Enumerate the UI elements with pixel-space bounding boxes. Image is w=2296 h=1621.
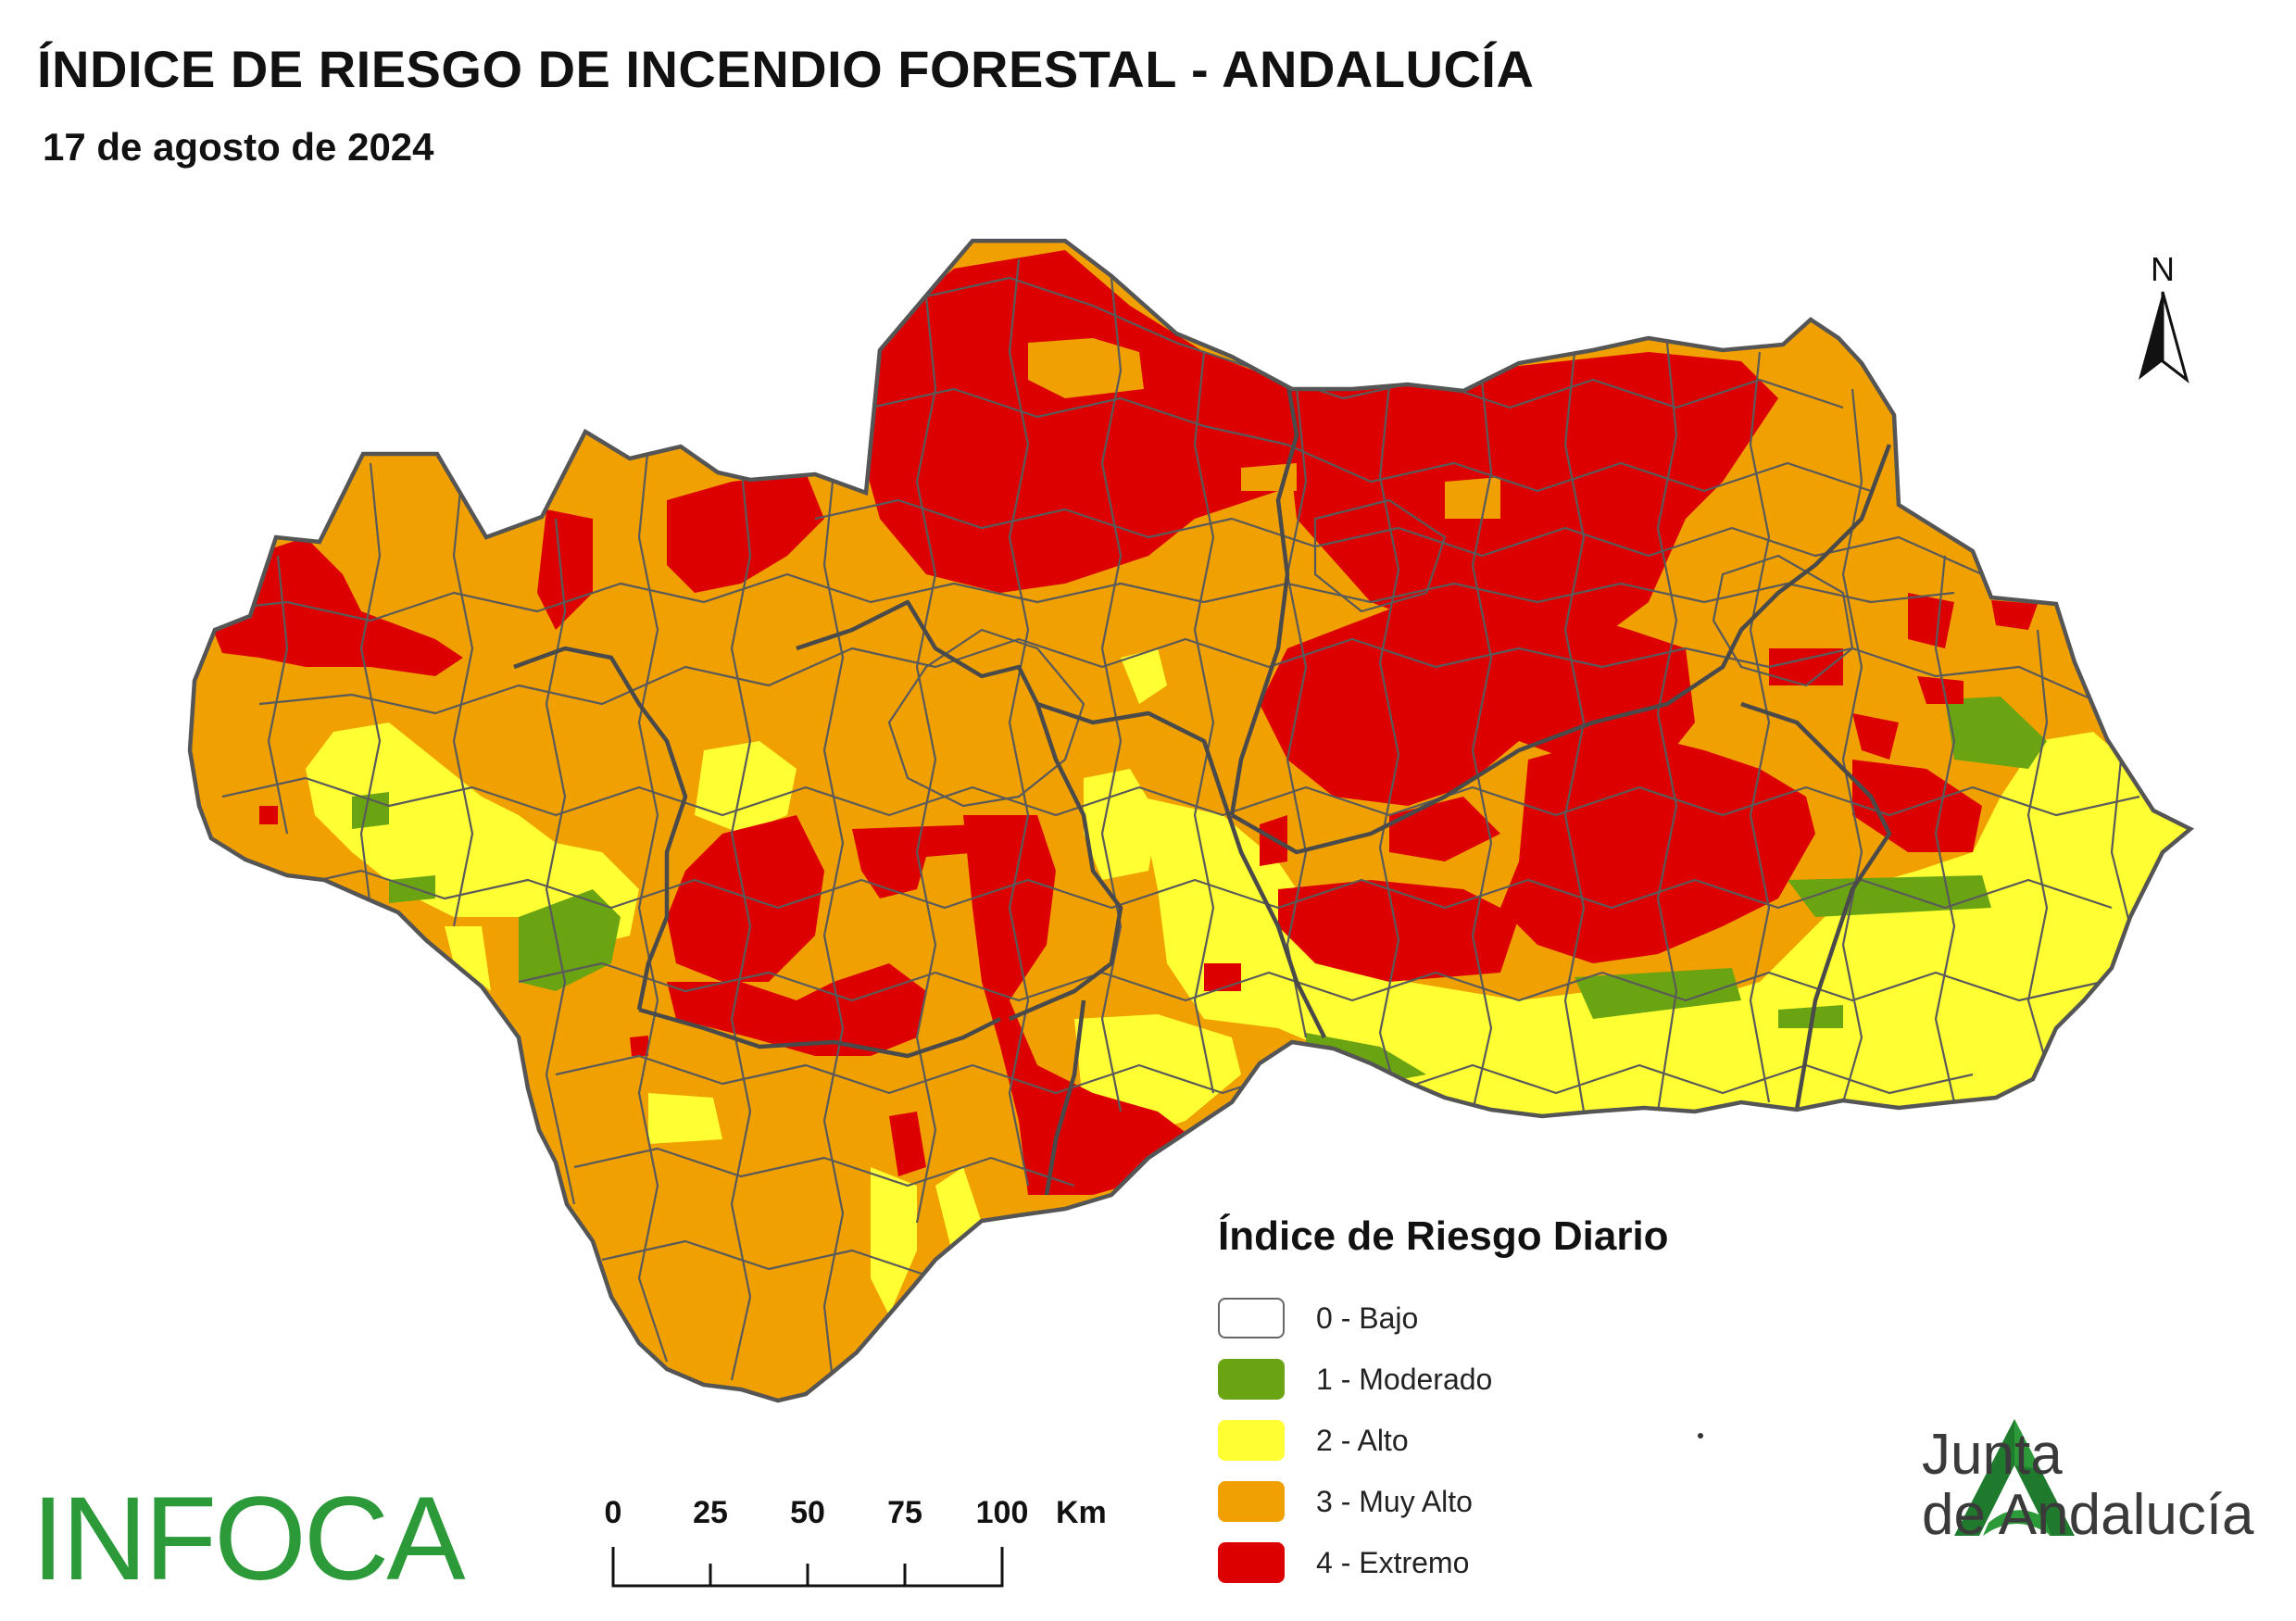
north-arrow-right-half — [2161, 291, 2189, 383]
provincial-boundaries — [513, 379, 1892, 1196]
junta-andalucia-logo — [1954, 1419, 2075, 1536]
legend-label: 4 - Extremo — [1316, 1545, 1470, 1579]
legend-title: Índice de Riesgo Diario — [1218, 1213, 1669, 1259]
legend-swatch-alto — [1218, 1420, 1285, 1461]
legend-swatch-extremo — [1218, 1542, 1285, 1583]
scale-tick-0: 0 — [605, 1495, 622, 1530]
junta-logo-swoosh — [1983, 1510, 2051, 1536]
scale-tick-75: 75 — [887, 1495, 922, 1530]
legend-swatch-muy-alto — [1218, 1481, 1285, 1522]
junta-logo-mark — [1954, 1419, 2075, 1536]
scale-unit: Km — [1056, 1495, 1107, 1530]
legend-item-moderado: 1 - Moderado — [1218, 1349, 1792, 1410]
scale-tick-50: 50 — [790, 1495, 825, 1530]
north-arrow: N — [2139, 250, 2189, 383]
legend-label: 0 - Bajo — [1316, 1301, 1419, 1335]
scale-bar: 0 25 50 75 100 Km — [605, 1495, 1107, 1588]
legend-item-bajo: 0 - Bajo — [1218, 1288, 1792, 1349]
north-letter: N — [2151, 250, 2175, 288]
legend-label: 1 - Moderado — [1316, 1362, 1493, 1396]
legend-swatch-bajo — [1218, 1298, 1285, 1338]
legend-item-alto: 2 - Alto — [1218, 1410, 1792, 1471]
junta-logo-line2: de Andalucía — [1922, 1483, 2254, 1548]
scale-tick-25: 25 — [693, 1495, 728, 1530]
north-arrow-left-half — [2139, 292, 2163, 380]
map-dot — [1698, 1433, 1703, 1439]
legend-label: 3 - Muy Alto — [1316, 1484, 1473, 1518]
infoca-logo: INFOCA — [31, 1473, 466, 1605]
map-date: 17 de agosto de 2024 — [43, 125, 434, 169]
legend-item-muy-alto: 3 - Muy Alto — [1218, 1471, 1792, 1532]
scale-tick-100: 100 — [976, 1495, 1029, 1530]
legend-swatch-moderado — [1218, 1359, 1285, 1400]
legend: Índice de Riesgo Diario 0 - Bajo 1 - Mod… — [1218, 1213, 1792, 1593]
zones-muy-alto-patches — [1028, 338, 1500, 519]
scale-bar-line — [611, 1547, 1004, 1588]
junta-logo-highlight — [2014, 1419, 2040, 1469]
junta-logo-line1: Junta — [1922, 1423, 2063, 1487]
page-title: ÍNDICE DE RIESGO DE INCENDIO FORESTAL - … — [37, 40, 1535, 98]
junta-logo-text: Junta de Andalucía — [1922, 1425, 2254, 1545]
zones-alto — [306, 648, 2190, 1315]
municipal-boundaries — [203, 258, 2140, 1390]
legend-label: 2 - Alto — [1316, 1423, 1409, 1457]
legend-item-extremo: 4 - Extremo — [1218, 1532, 1792, 1593]
zones-extremo — [213, 250, 2038, 1195]
